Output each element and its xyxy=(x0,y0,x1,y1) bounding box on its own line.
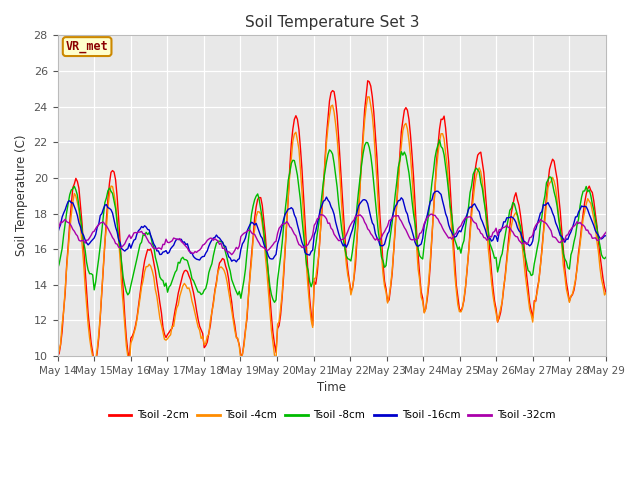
Title: Soil Temperature Set 3: Soil Temperature Set 3 xyxy=(244,15,419,30)
Y-axis label: Soil Temperature (C): Soil Temperature (C) xyxy=(15,135,28,256)
Text: VR_met: VR_met xyxy=(66,40,109,53)
X-axis label: Time: Time xyxy=(317,382,346,395)
Legend: Tsoil -2cm, Tsoil -4cm, Tsoil -8cm, Tsoil -16cm, Tsoil -32cm: Tsoil -2cm, Tsoil -4cm, Tsoil -8cm, Tsoi… xyxy=(104,406,559,425)
